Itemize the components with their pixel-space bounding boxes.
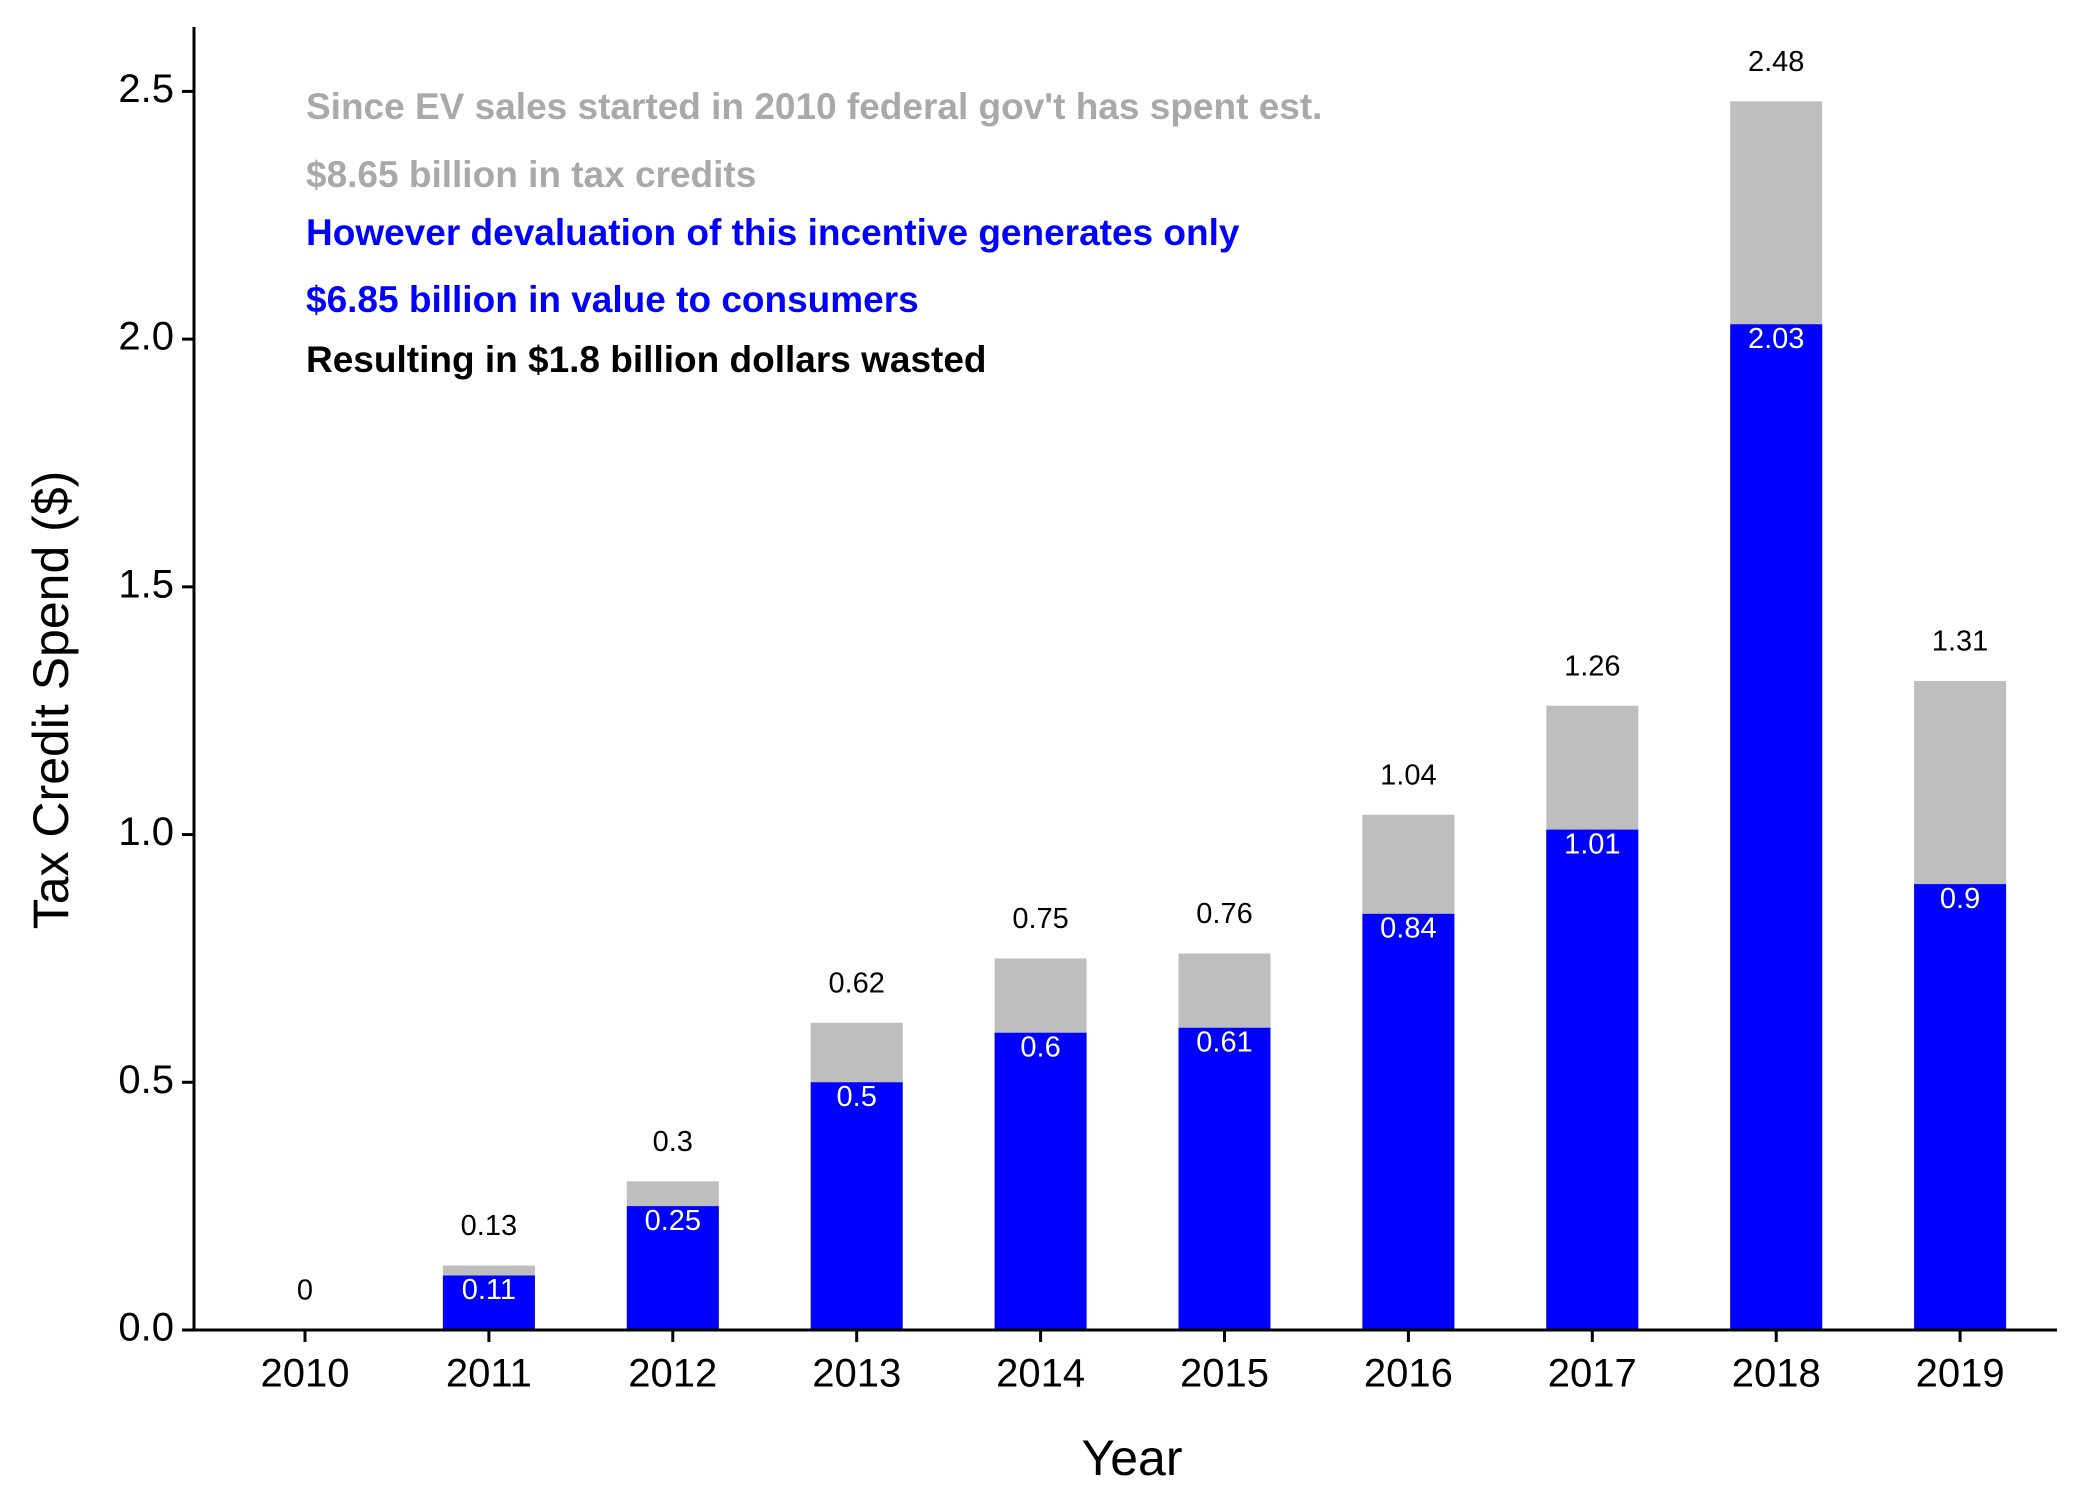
- x-tick-label: 2013: [812, 1352, 901, 1396]
- bar: [1362, 913, 1455, 1330]
- value-label: 1.31: [1932, 626, 1988, 658]
- annotation: $8.65 billion in tax credits: [306, 154, 756, 195]
- x-axis-title: Year: [1081, 1430, 1182, 1486]
- y-tick-label: 2.5: [118, 67, 174, 111]
- y-tick-label: 0.5: [118, 1058, 174, 1102]
- annotation: However devaluation of this incentive ge…: [306, 212, 1240, 253]
- x-tick-label: 2019: [1916, 1352, 2005, 1396]
- bar: [1178, 1027, 1271, 1330]
- x-tick-label: 2010: [261, 1352, 350, 1396]
- x-tick-label: 2017: [1548, 1352, 1637, 1396]
- x-tick-label: 2012: [628, 1352, 717, 1396]
- value-label: 0.76: [1196, 898, 1252, 930]
- x-tick-label: 2014: [996, 1352, 1085, 1396]
- x-tick-label: 2015: [1180, 1352, 1269, 1396]
- y-axis-title: Tax Credit Spend ($): [23, 471, 79, 930]
- value-label: 0.5: [837, 1081, 877, 1113]
- annotation: $6.85 billion in value to consumers: [306, 279, 919, 320]
- y-tick-label: 1.5: [118, 562, 174, 606]
- value-label: 0.13: [461, 1210, 517, 1242]
- value-label: 0.9: [1940, 883, 1980, 915]
- x-tick-label: 2011: [446, 1352, 532, 1396]
- x-tick-label: 2018: [1732, 1352, 1821, 1396]
- y-tick-label: 2.0: [118, 315, 174, 359]
- value-label: 1.01: [1564, 828, 1620, 860]
- value-label: 1.26: [1564, 650, 1620, 682]
- bar: [1914, 884, 2007, 1330]
- value-label: 0.11: [462, 1274, 516, 1306]
- value-label: 0.6: [1020, 1031, 1060, 1063]
- value-label: 0: [297, 1275, 313, 1307]
- value-label: 0.62: [828, 967, 884, 999]
- annotation: Resulting in $1.8 billion dollars wasted: [306, 339, 987, 380]
- value-label: 2.48: [1748, 46, 1804, 78]
- value-label: 1.04: [1380, 759, 1436, 791]
- value-label: 0.84: [1380, 912, 1436, 944]
- y-tick-label: 1.0: [118, 810, 174, 854]
- value-label: 0.75: [1012, 903, 1068, 935]
- bar: [1730, 324, 1823, 1331]
- value-label: 0.61: [1196, 1026, 1252, 1058]
- annotation: Since EV sales started in 2010 federal g…: [306, 86, 1322, 127]
- value-label: 2.03: [1748, 323, 1804, 355]
- bar: [442, 1275, 535, 1330]
- bar: [810, 1082, 903, 1330]
- x-tick-label: 2016: [1364, 1352, 1453, 1396]
- value-label: 0.3: [653, 1126, 693, 1158]
- value-label: 0.25: [645, 1205, 701, 1237]
- bar: [1546, 829, 1639, 1330]
- bar: [626, 1206, 719, 1330]
- bar: [994, 1032, 1087, 1330]
- y-tick-label: 0.0: [118, 1306, 174, 1350]
